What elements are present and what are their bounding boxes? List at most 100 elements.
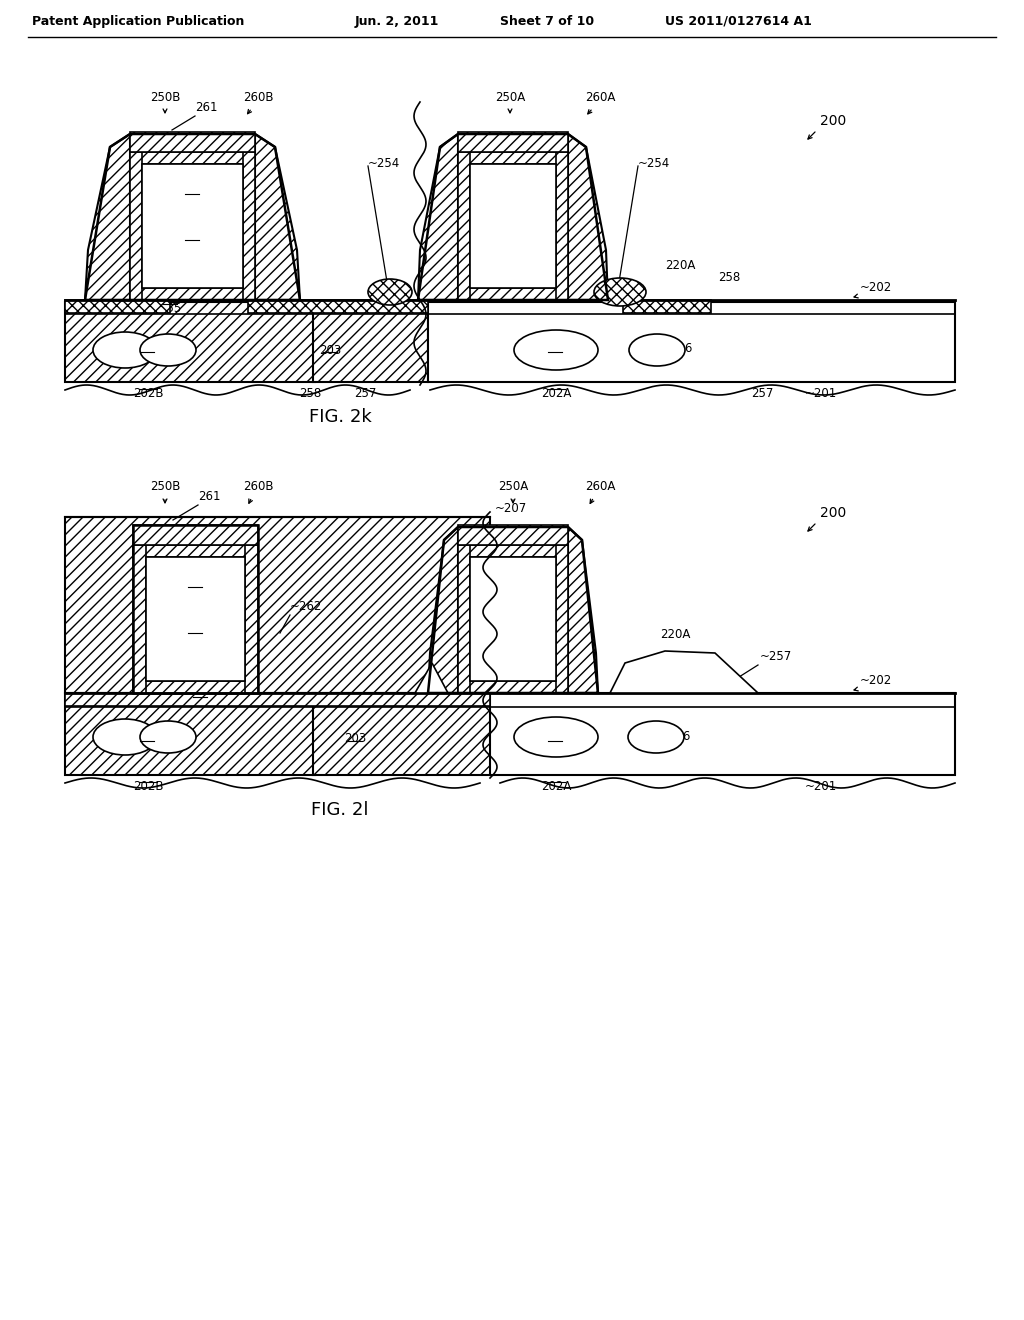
Bar: [65, 300, 170, 313]
Text: 250A: 250A: [495, 91, 525, 104]
Bar: [130, 152, 255, 164]
Text: ~262: ~262: [290, 601, 323, 612]
Polygon shape: [85, 135, 130, 300]
Bar: [243, 152, 255, 300]
Polygon shape: [610, 651, 758, 693]
Bar: [133, 525, 258, 693]
Bar: [470, 164, 556, 288]
Polygon shape: [418, 135, 458, 300]
Text: 202A: 202A: [541, 387, 571, 400]
Text: 202B: 202B: [133, 387, 163, 400]
Text: ~202: ~202: [860, 281, 892, 294]
Bar: [313, 693, 493, 775]
Text: 250B: 250B: [150, 91, 180, 104]
Text: 203: 203: [318, 343, 341, 356]
Text: 251: 251: [184, 578, 206, 591]
Text: 203: 203: [344, 733, 367, 746]
Bar: [470, 557, 556, 681]
Text: 260B: 260B: [243, 480, 273, 492]
Text: 202A: 202A: [541, 780, 571, 793]
Bar: [490, 693, 955, 775]
Text: 200: 200: [820, 114, 846, 128]
Ellipse shape: [93, 333, 157, 368]
Text: Patent Application Publication: Patent Application Publication: [32, 15, 245, 28]
Text: FIG. 2k: FIG. 2k: [308, 408, 372, 426]
Text: 257: 257: [751, 387, 773, 400]
Text: 259: 259: [136, 343, 158, 356]
Bar: [458, 545, 568, 557]
Ellipse shape: [514, 330, 598, 370]
Text: ~257: ~257: [760, 649, 793, 663]
Text: ~201: ~201: [805, 780, 838, 793]
Text: 202B: 202B: [133, 780, 163, 793]
Text: ~202: ~202: [860, 675, 892, 686]
Text: 255: 255: [188, 696, 211, 708]
Bar: [458, 152, 568, 164]
Text: 250B: 250B: [150, 480, 180, 492]
Text: ~254: ~254: [638, 157, 671, 170]
Ellipse shape: [514, 717, 598, 756]
Bar: [133, 681, 258, 693]
Text: 259: 259: [544, 733, 566, 746]
Bar: [248, 300, 428, 313]
Text: 258: 258: [718, 271, 740, 284]
Polygon shape: [568, 135, 608, 300]
Polygon shape: [415, 663, 449, 693]
Bar: [65, 693, 490, 706]
Text: 251: 251: [181, 186, 203, 198]
Bar: [458, 288, 568, 300]
Bar: [458, 681, 568, 693]
Ellipse shape: [368, 279, 412, 305]
Bar: [142, 164, 243, 288]
Text: 260A: 260A: [585, 480, 615, 492]
Bar: [458, 132, 568, 152]
Bar: [458, 525, 568, 545]
Text: 220A: 220A: [665, 259, 695, 272]
Bar: [458, 545, 470, 693]
Bar: [428, 302, 955, 381]
Text: FIG. 2l: FIG. 2l: [311, 801, 369, 818]
Bar: [130, 152, 142, 300]
Text: 255: 255: [159, 302, 181, 315]
Bar: [556, 152, 568, 300]
Ellipse shape: [140, 721, 196, 752]
Ellipse shape: [629, 334, 685, 366]
Text: 257: 257: [354, 387, 376, 400]
Ellipse shape: [628, 721, 684, 752]
Text: 256: 256: [668, 730, 690, 743]
Text: ~201: ~201: [805, 387, 838, 400]
Text: 220A: 220A: [660, 628, 690, 642]
Text: 260A: 260A: [585, 91, 615, 104]
Bar: [556, 545, 568, 693]
Ellipse shape: [594, 279, 646, 306]
Polygon shape: [568, 527, 598, 693]
Bar: [146, 557, 245, 681]
Bar: [65, 693, 315, 775]
Bar: [133, 545, 258, 557]
Text: 200: 200: [820, 506, 846, 520]
Text: 258: 258: [299, 387, 322, 400]
Polygon shape: [428, 527, 458, 693]
Polygon shape: [255, 135, 300, 300]
Bar: [130, 288, 255, 300]
Bar: [133, 545, 146, 693]
Ellipse shape: [93, 719, 157, 755]
Text: 259: 259: [136, 733, 158, 746]
Bar: [65, 302, 315, 381]
Text: Sheet 7 of 10: Sheet 7 of 10: [500, 15, 594, 28]
Bar: [65, 517, 490, 693]
Bar: [130, 132, 255, 152]
Text: US 2011/0127614 A1: US 2011/0127614 A1: [665, 15, 812, 28]
Text: 250A: 250A: [498, 480, 528, 492]
Text: 252: 252: [181, 231, 203, 244]
Text: ~207: ~207: [495, 502, 527, 515]
Text: ~254: ~254: [368, 157, 400, 170]
Text: 256: 256: [670, 342, 692, 355]
Bar: [313, 302, 428, 381]
Bar: [623, 300, 711, 313]
Text: 260B: 260B: [243, 91, 273, 104]
Text: 261: 261: [195, 102, 217, 114]
Text: Jun. 2, 2011: Jun. 2, 2011: [355, 15, 439, 28]
Text: 261: 261: [198, 490, 220, 503]
Bar: [133, 525, 258, 545]
